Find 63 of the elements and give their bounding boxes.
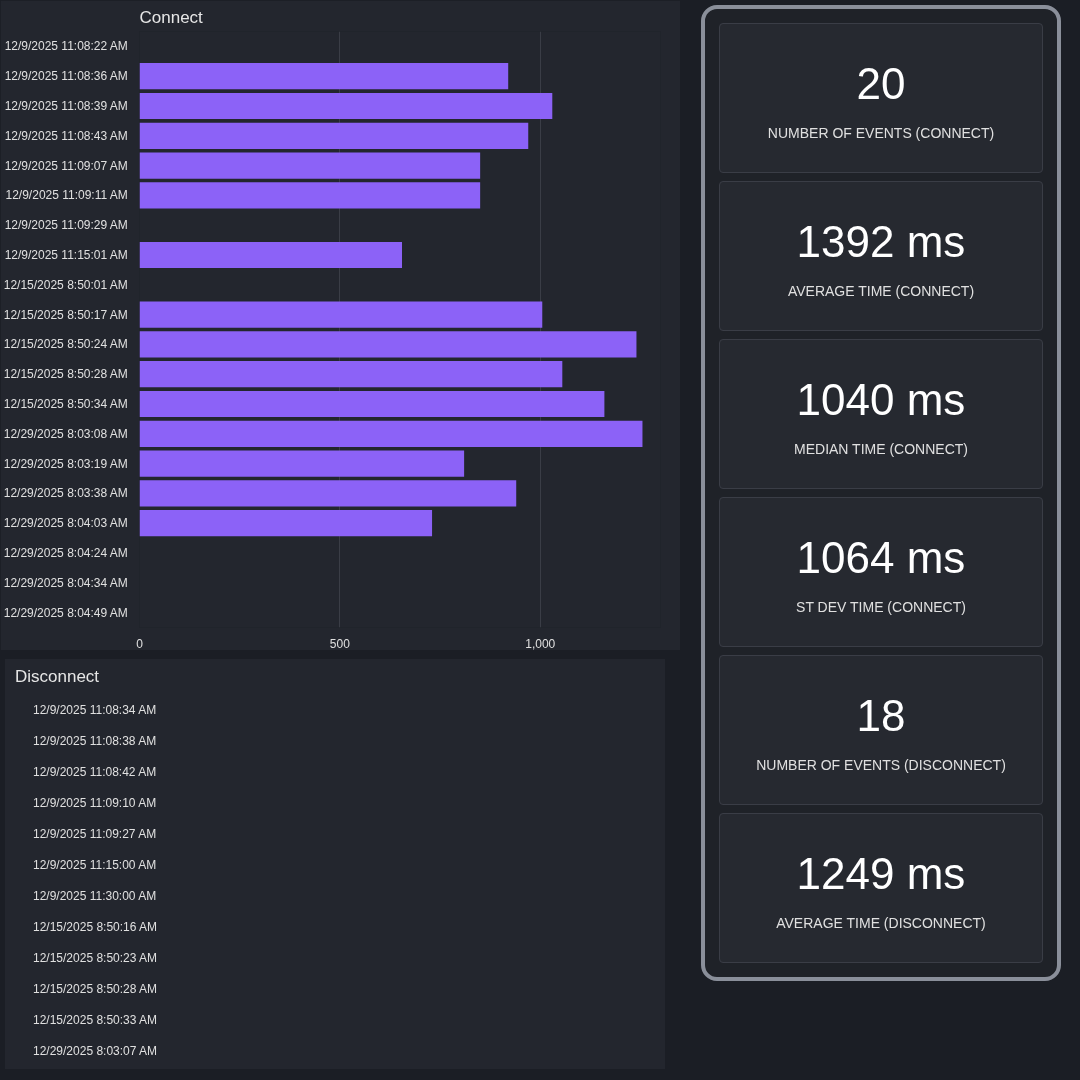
text: Disconnect bbox=[15, 666, 101, 688]
bar bbox=[139, 301, 543, 328]
text: 12/9/2025 11:30:00 AM bbox=[32, 888, 158, 906]
y-tick-label: 12/9/2025 11:08:36 AM bbox=[4, 69, 128, 84]
text: 12/9/2025 11:08:42 AM bbox=[32, 764, 158, 782]
text: 12/15/2025 8:50:28 AM bbox=[32, 981, 159, 999]
bar bbox=[139, 480, 517, 507]
y-tick-label: 12/29/2025 8:03:08 AM bbox=[3, 426, 128, 441]
bar bbox=[139, 92, 553, 120]
text: 12/15/2025 8:50:33 AM bbox=[32, 1012, 159, 1030]
y-tick-label: 12/15/2025 8:50:01 AM bbox=[3, 277, 128, 292]
text: AVERAGE TIME (CONNECT) bbox=[787, 282, 975, 302]
bar bbox=[139, 241, 402, 269]
bar bbox=[139, 182, 481, 209]
y-tick-label: 12/29/2025 8:04:34 AM bbox=[3, 575, 128, 590]
text: 12/15/2025 8:50:16 AM bbox=[32, 919, 159, 937]
y-tick-label: 12/29/2025 8:04:03 AM bbox=[3, 516, 128, 531]
y-tick-label: 12/15/2025 8:50:24 AM bbox=[3, 337, 128, 352]
text: 12/9/2025 11:09:27 AM bbox=[32, 826, 158, 844]
bar bbox=[139, 450, 465, 477]
text: 12/9/2025 11:15:00 AM bbox=[32, 857, 158, 875]
bar bbox=[139, 361, 563, 388]
y-tick-label: 12/9/2025 11:09:11 AM bbox=[5, 188, 128, 203]
text: 12/9/2025 11:08:34 AM bbox=[32, 702, 158, 720]
text: AVERAGE TIME (DISCONNECT) bbox=[776, 914, 986, 934]
bar bbox=[139, 63, 509, 90]
y-tick-label: 12/9/2025 11:15:01 AM bbox=[4, 248, 128, 262]
bar bbox=[139, 390, 605, 418]
text: NUMBER OF EVENTS (DISCONNECT) bbox=[756, 756, 1006, 776]
text: NUMBER OF EVENTS (CONNECT) bbox=[767, 124, 995, 144]
y-tick-label: 12/29/2025 8:03:38 AM bbox=[3, 486, 128, 501]
bar bbox=[139, 331, 637, 358]
y-tick-label: 12/9/2025 11:08:39 AM bbox=[4, 99, 128, 113]
bar bbox=[139, 510, 433, 537]
text: 12/29/2025 8:03:07 AM bbox=[32, 1043, 159, 1061]
text: 18 bbox=[856, 689, 906, 742]
text: 1249 ms bbox=[796, 847, 966, 900]
text: ST DEV TIME (CONNECT) bbox=[796, 598, 966, 618]
y-tick-label: 12/29/2025 8:04:49 AM bbox=[3, 605, 128, 620]
text: 1064 ms bbox=[796, 531, 966, 584]
y-tick-label: 12/15/2025 8:50:17 AM bbox=[3, 307, 128, 322]
y-tick-label: 12/15/2025 8:50:34 AM bbox=[3, 397, 128, 411]
y-tick-label: 12/9/2025 11:09:07 AM bbox=[4, 158, 128, 173]
text: 1040 ms bbox=[796, 373, 966, 426]
y-tick-label: 12/9/2025 11:09:29 AM bbox=[4, 218, 128, 233]
y-tick-label: 12/15/2025 8:50:28 AM bbox=[3, 367, 128, 382]
bar bbox=[139, 152, 481, 179]
text: 1392 ms bbox=[796, 215, 966, 268]
text: MEDIAN TIME (CONNECT) bbox=[794, 440, 968, 460]
text: 12/15/2025 8:50:23 AM bbox=[32, 950, 159, 968]
chart-title: Connect bbox=[139, 7, 204, 27]
y-tick-label: 12/9/2025 11:08:43 AM bbox=[4, 128, 128, 143]
bar bbox=[139, 420, 643, 447]
text: 12/9/2025 11:08:38 AM bbox=[32, 733, 158, 751]
x-tick-label: 500 bbox=[329, 636, 351, 651]
y-tick-label: 12/29/2025 8:04:24 AM bbox=[3, 546, 128, 560]
x-tick-label: 0 bbox=[136, 636, 144, 651]
x-tick-label: 1,000 bbox=[525, 636, 556, 651]
text: 20 bbox=[856, 57, 906, 110]
y-tick-label: 12/29/2025 8:03:19 AM bbox=[3, 456, 128, 471]
y-tick-label: 12/9/2025 11:08:22 AM bbox=[4, 39, 128, 54]
bar bbox=[139, 122, 529, 149]
text: 12/9/2025 11:09:10 AM bbox=[32, 795, 158, 813]
